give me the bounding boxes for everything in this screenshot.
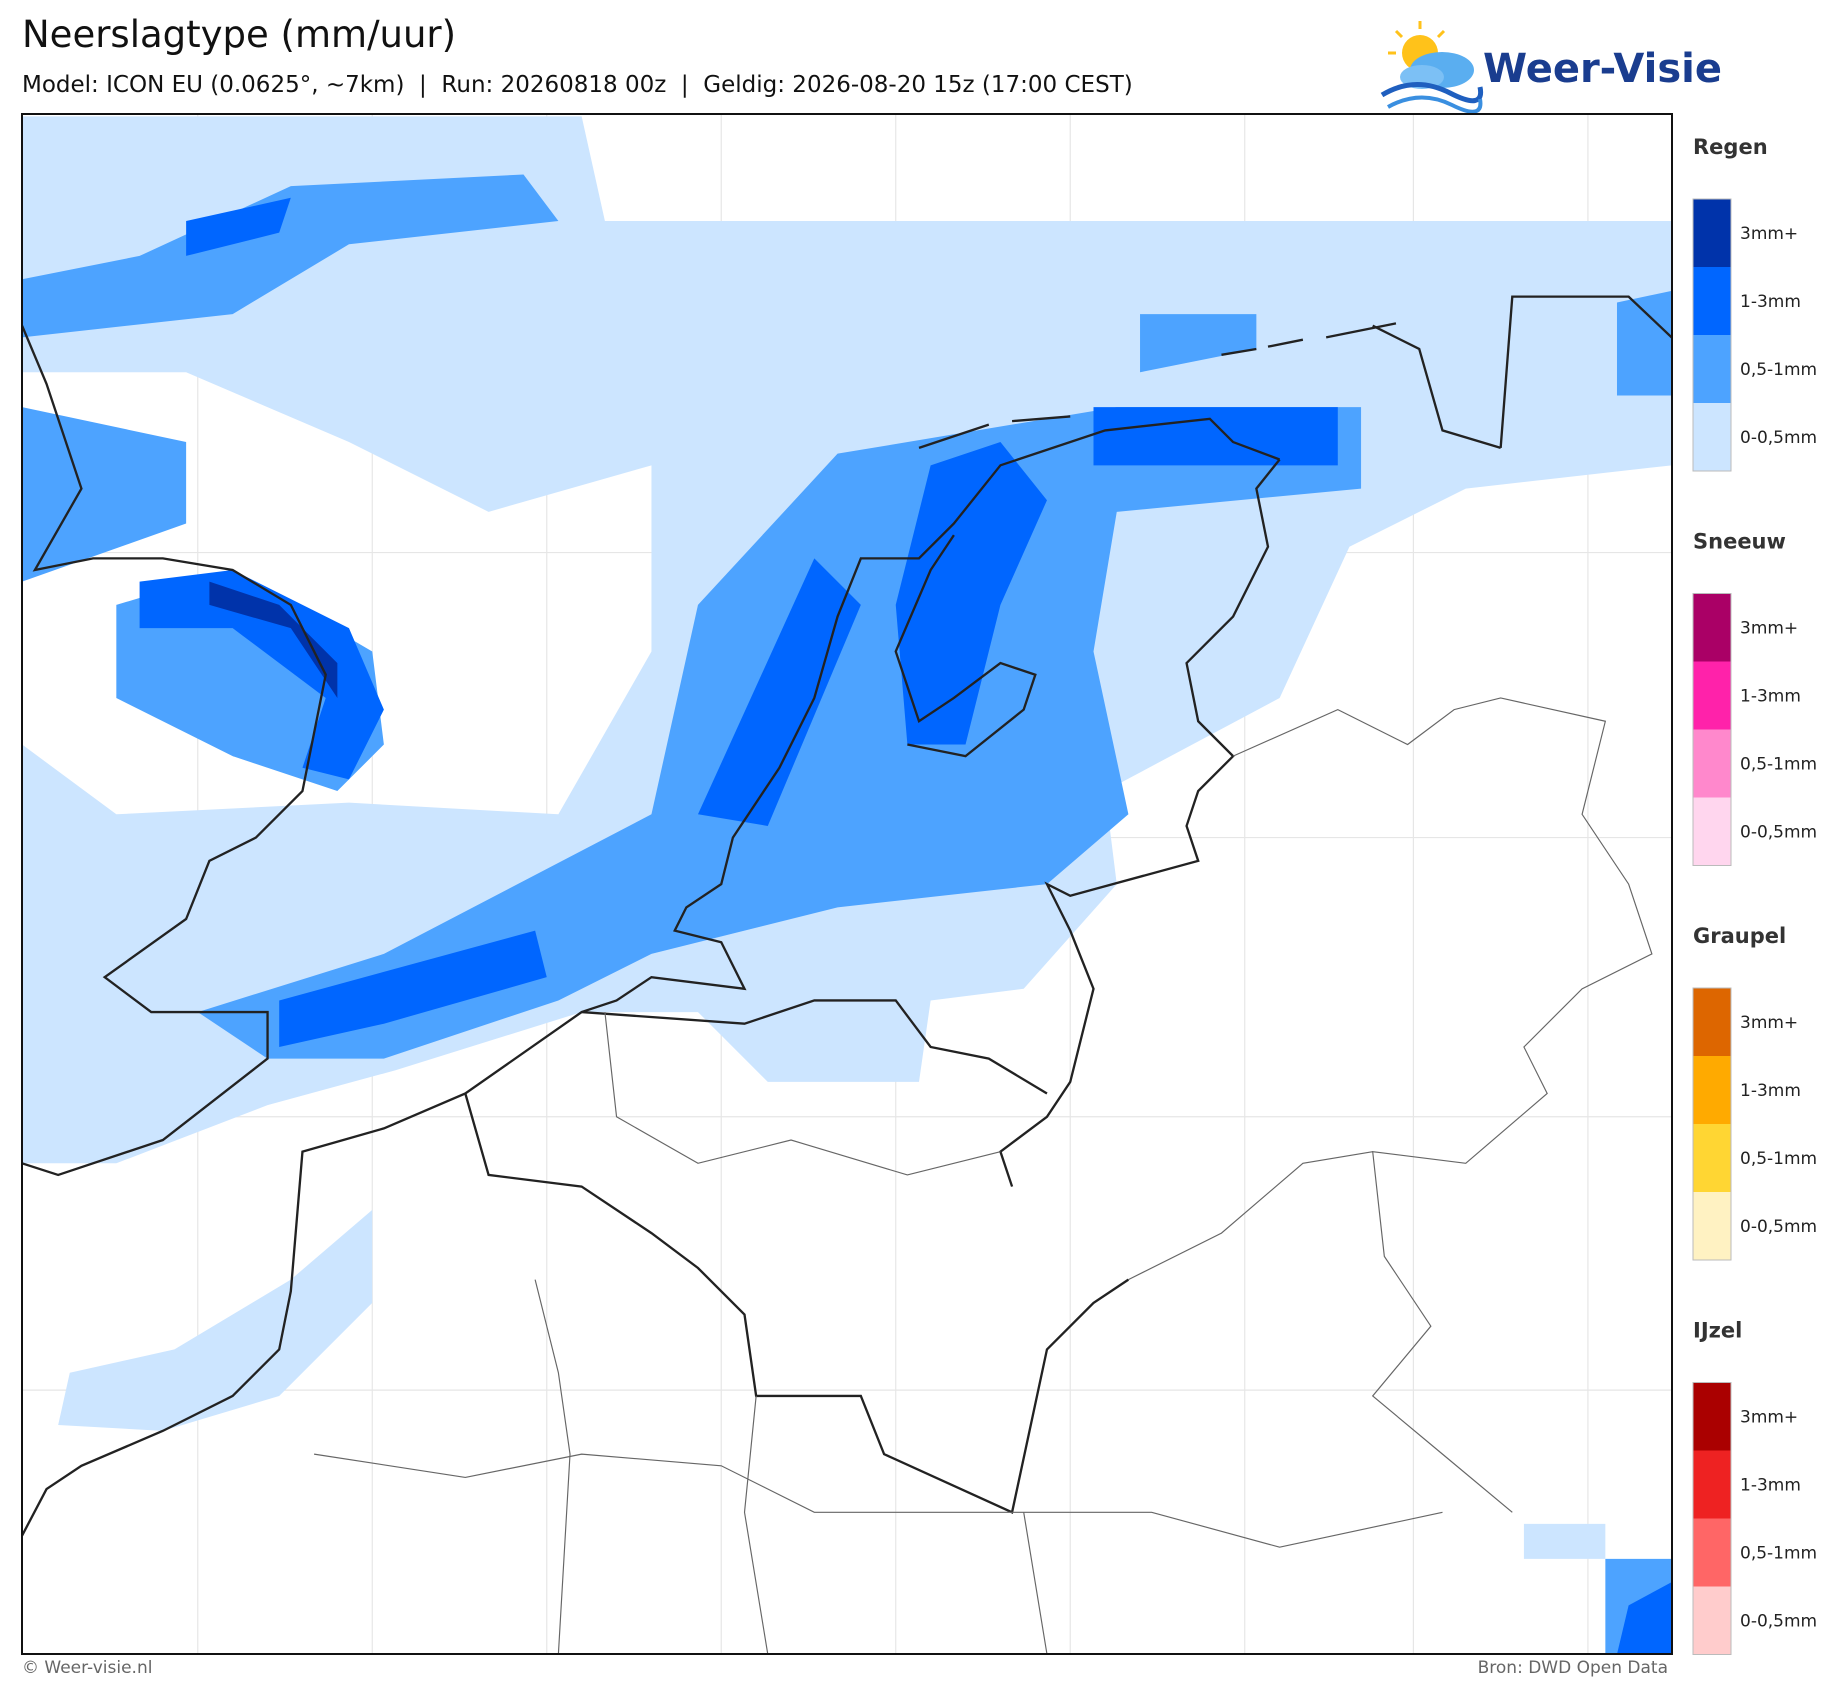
legend-title: Graupel bbox=[1693, 924, 1786, 948]
legend: Regen 3mm+ 1-3mm 0,5-1mm 0-0,5mm Sneeuw 3mm+ 1-… bbox=[1692, 135, 1817, 1655]
legend-label: 0-0,5mm bbox=[1740, 823, 1817, 843]
legend-label: 0-0,5mm bbox=[1740, 428, 1817, 448]
legend-swatch-frame bbox=[1692, 593, 1732, 866]
subtitle: Model: ICON EU (0.0625°, ~7km) | Run: 20… bbox=[22, 72, 1133, 98]
footer-left: © Weer-visie.nl bbox=[22, 1658, 152, 1678]
legend-swatch bbox=[1693, 988, 1731, 1056]
legend-label: 0,5-1mm bbox=[1740, 1149, 1817, 1169]
legend-label: 1-3mm bbox=[1740, 292, 1801, 312]
legend-label: 3mm+ bbox=[1740, 224, 1798, 244]
legend-label: 3mm+ bbox=[1740, 1013, 1798, 1033]
legend-swatch-frame bbox=[1692, 987, 1732, 1261]
legend-title: IJzel bbox=[1693, 1319, 1742, 1343]
legend-label: 1-3mm bbox=[1740, 1081, 1801, 1101]
legend-swatch-frame bbox=[1692, 1382, 1732, 1655]
map bbox=[22, 114, 1672, 1654]
footer-right: Bron: DWD Open Data bbox=[1478, 1658, 1668, 1678]
legend-label: 3mm+ bbox=[1740, 1408, 1798, 1428]
logo-icon bbox=[1380, 21, 1484, 114]
legend-swatch bbox=[1693, 1518, 1731, 1587]
logo: Weer-Visie bbox=[1380, 21, 1722, 114]
legend-label: 0,5-1mm bbox=[1740, 360, 1817, 380]
legend-label: 0-0,5mm bbox=[1740, 1612, 1817, 1632]
legend-label: 1-3mm bbox=[1740, 687, 1801, 707]
legend-swatch bbox=[1693, 593, 1731, 662]
precipitation bbox=[22, 116, 1672, 1654]
legend-title: Regen bbox=[1693, 135, 1768, 159]
legend-label: 0,5-1mm bbox=[1740, 1544, 1817, 1564]
title: Neerslagtype (mm/uur) bbox=[22, 13, 456, 56]
legend-title: Sneeuw bbox=[1693, 530, 1786, 554]
legend-swatch bbox=[1693, 661, 1731, 730]
legend-swatch-frame bbox=[1692, 198, 1732, 472]
legend-swatch bbox=[1693, 1586, 1731, 1655]
legend-swatch bbox=[1693, 199, 1731, 267]
legend-swatch bbox=[1693, 1450, 1731, 1519]
legend-label: 0-0,5mm bbox=[1740, 1217, 1817, 1237]
legend-swatch bbox=[1693, 1056, 1731, 1124]
legend-swatch bbox=[1693, 1382, 1731, 1451]
legend-swatch bbox=[1693, 335, 1731, 403]
legend-label: 0,5-1mm bbox=[1740, 755, 1817, 775]
legend-swatch bbox=[1693, 797, 1731, 866]
legend-swatch bbox=[1693, 1124, 1731, 1192]
borders bbox=[314, 697, 1653, 1654]
logo-text: Weer-Visie bbox=[1483, 46, 1722, 92]
legend-swatch bbox=[1693, 403, 1731, 471]
legend-swatch bbox=[1693, 729, 1731, 798]
legend-swatch bbox=[1693, 1192, 1731, 1260]
map-frame bbox=[21, 113, 1673, 1655]
legend-swatch bbox=[1693, 267, 1731, 335]
legend-label: 1-3mm bbox=[1740, 1476, 1801, 1496]
coastlines bbox=[22, 295, 1672, 1537]
legend-label: 3mm+ bbox=[1740, 619, 1798, 639]
